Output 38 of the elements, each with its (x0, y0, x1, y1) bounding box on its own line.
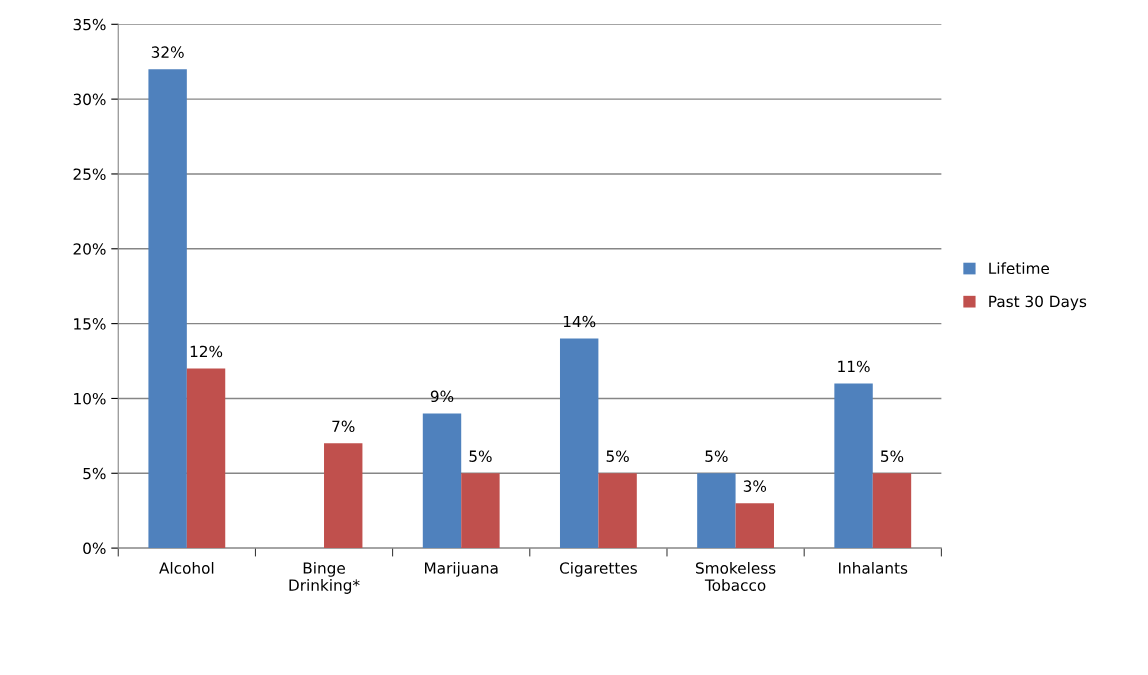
y-tick-label: 0% (83, 542, 106, 555)
legend-label: Lifetime (989, 262, 1050, 275)
y-tick-label: 30% (73, 93, 106, 106)
bar (559, 338, 599, 549)
x-tick-label: Alcohol (159, 561, 214, 574)
data-label: 11% (838, 360, 870, 373)
bar (834, 383, 873, 549)
data-label: 12% (190, 345, 223, 358)
y-tick-label: 5% (83, 467, 106, 480)
bar (324, 443, 363, 549)
x-tick-label: Cigarettes (559, 561, 637, 577)
bar (872, 473, 912, 549)
x-tick-label: Binge Drinking* (289, 561, 360, 594)
data-label: 32% (151, 46, 184, 58)
y-tick-label: 15% (74, 318, 106, 330)
y-tick-label: 10% (74, 392, 106, 405)
y-tick-label: 20% (73, 243, 106, 255)
data-label: 7% (332, 420, 355, 433)
bar (148, 69, 187, 549)
bar (598, 473, 637, 549)
y-tick-label: 25% (73, 168, 106, 180)
data-label: 5% (606, 450, 629, 462)
bar (735, 503, 774, 549)
bar (461, 473, 500, 549)
bar (186, 368, 226, 549)
legend-label: Past 30 Days (989, 295, 1087, 311)
x-tick-label: Marijuana (425, 561, 498, 577)
x-tick-label: Smokeless Tobacco (696, 561, 776, 591)
data-label: 5% (881, 450, 904, 462)
data-label: 5% (469, 450, 492, 462)
data-label: 5% (705, 450, 728, 462)
data-label: 14% (563, 315, 596, 328)
data-label: 9% (430, 390, 454, 403)
y-tick-label: 35% (73, 18, 106, 31)
bar (697, 473, 736, 549)
bar (422, 413, 462, 549)
data-label: 3% (743, 480, 767, 492)
x-tick-label: Inhalants (839, 561, 908, 574)
